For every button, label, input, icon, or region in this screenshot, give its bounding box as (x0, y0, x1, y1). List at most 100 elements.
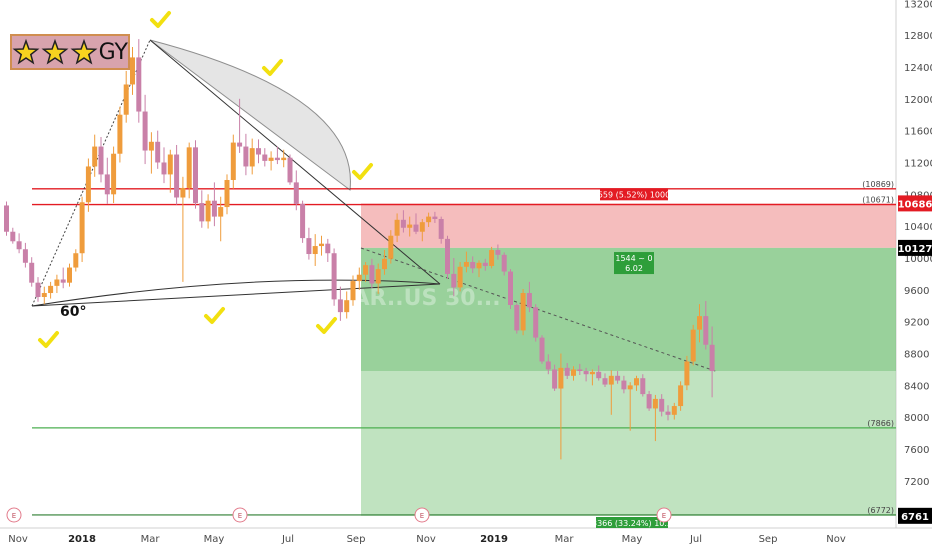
candle[interactable] (476, 260, 482, 278)
candle[interactable] (413, 213, 419, 235)
candle[interactable] (640, 374, 646, 397)
candle[interactable] (646, 390, 652, 411)
candle[interactable] (174, 144, 180, 205)
candle[interactable] (22, 242, 28, 268)
candle[interactable] (419, 218, 425, 242)
candle[interactable] (319, 235, 324, 256)
candle[interactable] (703, 300, 709, 350)
candle[interactable] (350, 275, 356, 306)
candle[interactable] (545, 354, 551, 375)
candle[interactable] (634, 375, 639, 391)
candle[interactable] (495, 244, 501, 260)
candle[interactable] (482, 258, 488, 271)
candle[interactable] (111, 146, 117, 204)
candle[interactable] (155, 130, 161, 169)
target-zone-lower[interactable] (361, 371, 896, 516)
candle[interactable] (697, 304, 702, 343)
candle[interactable] (325, 238, 331, 262)
trend-line-up[interactable] (31, 39, 151, 307)
candle[interactable] (501, 252, 507, 276)
candle[interactable] (388, 230, 394, 264)
candle[interactable] (684, 355, 690, 391)
candle[interactable] (589, 369, 595, 386)
projection-line[interactable] (360, 247, 719, 373)
candle[interactable] (558, 353, 564, 460)
candle[interactable] (344, 291, 350, 319)
candle[interactable] (186, 142, 192, 199)
candle[interactable] (117, 106, 123, 163)
candle[interactable] (400, 210, 406, 233)
candle[interactable] (564, 363, 570, 379)
candle[interactable] (363, 261, 369, 282)
candle[interactable] (281, 149, 287, 168)
candle[interactable] (67, 263, 72, 287)
candle[interactable] (10, 227, 16, 244)
candle[interactable] (394, 213, 400, 243)
candle[interactable] (552, 364, 558, 391)
candle[interactable] (382, 250, 387, 275)
event-marker-icon[interactable] (414, 507, 430, 523)
candle[interactable] (331, 248, 337, 306)
candle[interactable] (148, 132, 154, 174)
candle[interactable] (306, 227, 312, 260)
candle[interactable] (608, 370, 614, 415)
candle[interactable] (470, 256, 476, 274)
candle[interactable] (130, 47, 135, 95)
candle[interactable] (54, 274, 60, 294)
event-marker-icon[interactable] (6, 507, 22, 523)
candle[interactable] (224, 174, 230, 215)
candle[interactable] (193, 140, 198, 209)
candle[interactable] (665, 405, 671, 421)
candle[interactable] (596, 365, 602, 381)
candle[interactable] (627, 382, 633, 431)
candle[interactable] (16, 233, 22, 254)
candle[interactable] (671, 402, 677, 420)
candle[interactable] (287, 154, 293, 185)
candle[interactable] (337, 286, 343, 321)
candle[interactable] (571, 366, 576, 381)
candle[interactable] (445, 235, 450, 279)
candle[interactable] (375, 263, 381, 294)
candle[interactable] (161, 147, 167, 184)
candle[interactable] (356, 267, 362, 290)
candle[interactable] (199, 190, 205, 228)
candle[interactable] (92, 134, 98, 177)
candle[interactable] (136, 39, 142, 123)
candle[interactable] (249, 138, 255, 175)
candle[interactable] (577, 363, 583, 376)
candle[interactable] (4, 201, 9, 236)
candle[interactable] (463, 251, 469, 273)
candle[interactable] (35, 277, 41, 302)
candle[interactable] (526, 281, 532, 313)
candle[interactable] (369, 258, 375, 289)
candle[interactable] (293, 170, 299, 211)
candle[interactable] (274, 146, 280, 165)
candle[interactable] (41, 286, 47, 305)
candle[interactable] (709, 326, 715, 398)
candle[interactable] (539, 335, 545, 364)
candle[interactable] (621, 375, 627, 394)
candle[interactable] (73, 249, 79, 272)
candle[interactable] (268, 151, 274, 171)
candle[interactable] (180, 176, 186, 282)
candle[interactable] (300, 200, 306, 243)
candle[interactable] (615, 371, 621, 384)
candle[interactable] (432, 211, 438, 223)
candle[interactable] (520, 289, 526, 336)
candle[interactable] (205, 194, 211, 229)
candle[interactable] (451, 258, 457, 297)
event-marker-icon[interactable] (232, 507, 248, 523)
candle[interactable] (514, 303, 520, 334)
candle[interactable] (489, 246, 495, 269)
candle[interactable] (237, 98, 243, 153)
candle[interactable] (48, 281, 54, 299)
candle[interactable] (60, 267, 66, 289)
candle[interactable] (659, 394, 665, 417)
candle[interactable] (211, 182, 217, 227)
candle[interactable] (142, 94, 148, 165)
candle[interactable] (256, 139, 261, 164)
candle[interactable] (104, 157, 110, 204)
candle[interactable] (79, 196, 85, 262)
